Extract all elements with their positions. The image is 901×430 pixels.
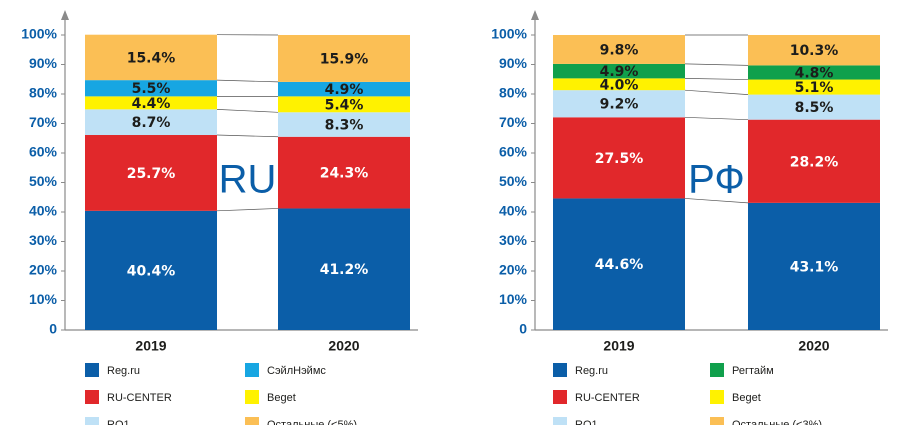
legend-label: СэйлНэймс xyxy=(267,365,326,377)
data-label: 40.4% xyxy=(127,263,176,279)
data-label: 27.5% xyxy=(595,151,644,167)
axis-arrow xyxy=(61,10,69,20)
legend-swatch xyxy=(85,363,99,377)
x-tick-label: 2020 xyxy=(328,338,359,354)
annotation: РФ xyxy=(688,158,745,202)
x-tick-label: 2020 xyxy=(798,338,829,354)
legend-swatch xyxy=(85,417,99,425)
y-tick-label: 40% xyxy=(499,203,528,219)
x-tick-label: 2019 xyxy=(135,338,166,354)
data-label: 5.1% xyxy=(795,80,834,96)
legend-swatch xyxy=(710,417,724,425)
data-label: 41.2% xyxy=(320,262,369,278)
data-label: 44.6% xyxy=(595,257,644,273)
axis-arrow xyxy=(531,10,539,20)
legend-label: Регтайм xyxy=(732,365,774,377)
y-tick-label: 30% xyxy=(499,232,528,248)
y-tick-label: 70% xyxy=(499,114,528,130)
legend-label: RU-CENTER xyxy=(575,392,640,404)
y-tick-label: 10% xyxy=(499,291,528,307)
connector xyxy=(685,90,748,94)
data-label: 24.3% xyxy=(320,166,369,182)
data-label: 5.4% xyxy=(325,97,364,113)
legend-label: Остальные (<5%) xyxy=(267,419,357,425)
legend-swatch xyxy=(553,363,567,377)
legend-label: Reg.ru xyxy=(107,365,140,377)
data-label: 8.5% xyxy=(795,100,834,116)
data-label: 4.8% xyxy=(795,65,834,81)
data-label: 4.9% xyxy=(600,64,639,80)
data-label: 28.2% xyxy=(790,154,839,170)
legend-swatch xyxy=(85,390,99,404)
connector xyxy=(217,109,278,112)
y-tick-label: 0 xyxy=(49,321,57,337)
connector xyxy=(217,80,278,82)
connector xyxy=(685,117,748,119)
legend-swatch xyxy=(245,390,259,404)
data-label: 25.7% xyxy=(127,166,176,182)
data-label: 8.3% xyxy=(325,118,364,134)
legend-swatch xyxy=(245,417,259,425)
legend-swatch xyxy=(553,417,567,425)
legend-label: RU-CENTER xyxy=(107,392,172,404)
data-label: 5.5% xyxy=(132,81,171,97)
y-tick-label: 80% xyxy=(499,85,528,101)
data-label: 4.9% xyxy=(325,82,364,98)
y-tick-label: 60% xyxy=(29,144,58,160)
y-tick-label: 100% xyxy=(491,26,527,42)
legend-swatch xyxy=(553,390,567,404)
y-tick-label: 60% xyxy=(499,144,528,160)
data-label: 4.4% xyxy=(132,96,171,112)
data-label: 15.4% xyxy=(127,50,176,66)
y-tick-label: 40% xyxy=(29,203,58,219)
legend-label: Beget xyxy=(732,392,761,404)
y-tick-label: 50% xyxy=(29,173,58,189)
legend-swatch xyxy=(710,390,724,404)
y-tick-label: 90% xyxy=(29,55,58,71)
data-label: 8.7% xyxy=(132,115,171,131)
y-tick-label: 80% xyxy=(29,85,58,101)
x-tick-label: 2019 xyxy=(603,338,634,354)
legend-swatch xyxy=(710,363,724,377)
legend-label: RO1 xyxy=(575,419,598,425)
data-label: 43.1% xyxy=(790,259,839,275)
data-label: 9.2% xyxy=(600,97,639,113)
y-tick-label: 90% xyxy=(499,55,528,71)
y-tick-label: 100% xyxy=(21,26,57,42)
y-tick-label: 20% xyxy=(499,262,528,278)
annotation: RU xyxy=(219,158,277,202)
connector xyxy=(217,208,278,210)
y-tick-label: 70% xyxy=(29,114,58,130)
data-label: 10.3% xyxy=(790,43,839,59)
y-tick-label: 50% xyxy=(499,173,528,189)
legend-label: Reg.ru xyxy=(575,365,608,377)
connector xyxy=(217,135,278,137)
legend-swatch xyxy=(245,363,259,377)
data-label: 9.8% xyxy=(600,42,639,58)
legend-label: RO1 xyxy=(107,419,130,425)
y-tick-label: 30% xyxy=(29,232,58,248)
y-tick-label: 20% xyxy=(29,262,58,278)
legend-label: Beget xyxy=(267,392,296,404)
data-label: 15.9% xyxy=(320,51,369,67)
y-tick-label: 10% xyxy=(29,291,58,307)
y-tick-label: 0 xyxy=(519,321,527,337)
connector xyxy=(685,64,748,65)
connector xyxy=(685,78,748,79)
legend-label: Остальные (<3%) xyxy=(732,419,822,425)
